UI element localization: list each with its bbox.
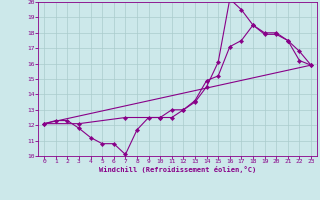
X-axis label: Windchill (Refroidissement éolien,°C): Windchill (Refroidissement éolien,°C) <box>99 166 256 173</box>
